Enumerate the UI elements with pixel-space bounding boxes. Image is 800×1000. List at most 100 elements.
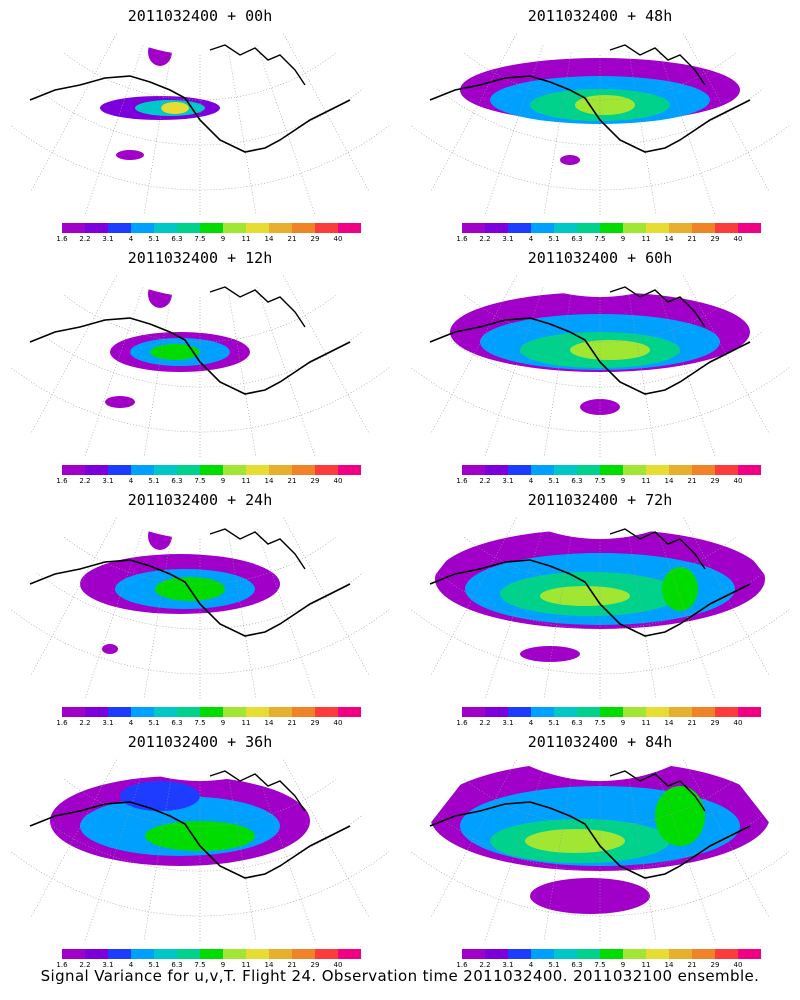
colorbar-tick-label: 21 — [287, 961, 297, 969]
colorbar-swatch — [623, 949, 646, 959]
colorbar-tick-label: 11 — [241, 961, 251, 969]
colorbar-tick-label: 1.6 — [456, 961, 468, 969]
colorbar-swatch — [646, 223, 669, 233]
colorbar — [462, 465, 761, 475]
meridian-line — [228, 52, 257, 215]
colorbar-swatch — [200, 949, 223, 959]
colorbar-swatch — [315, 949, 338, 959]
variance-map — [10, 33, 390, 215]
colorbar-swatch — [715, 707, 738, 717]
colorbar-tick-label: 2.2 — [479, 719, 491, 727]
colorbar-tick-label: 7.5 — [194, 961, 206, 969]
colorbar-swatch — [246, 465, 269, 475]
colorbar-swatch — [177, 949, 200, 959]
colorbar-swatch — [531, 223, 554, 233]
colorbar-tick-label: 7.5 — [194, 719, 206, 727]
panel-title: 2011032400 + 00h — [127, 7, 273, 25]
parallel-line — [10, 366, 390, 433]
coastline — [609, 770, 706, 812]
colorbar-tick-label: 21 — [287, 719, 297, 727]
colorbar-tick-label: 29 — [310, 961, 320, 969]
colorbar-swatch — [508, 949, 531, 959]
colorbar-swatch — [200, 707, 223, 717]
colorbar-swatch — [154, 223, 177, 233]
colorbar — [62, 465, 361, 475]
colorbar-swatch — [508, 465, 531, 475]
meridian-line — [256, 529, 316, 699]
colorbar-tick-label: 5.1 — [548, 961, 560, 969]
variance-contour-region — [560, 155, 580, 165]
colorbar-swatch — [462, 223, 485, 233]
coastline — [209, 286, 306, 328]
colorbar — [462, 949, 761, 959]
colorbar — [62, 949, 361, 959]
colorbar-tick-label: 4 — [128, 719, 134, 727]
colorbar-swatch — [269, 465, 292, 475]
variance-field — [105, 280, 250, 408]
colorbar-tick-label: 2.2 — [79, 477, 91, 485]
meridian-line — [30, 33, 117, 193]
colorbar-tick-label: 11 — [241, 477, 251, 485]
colorbar-swatch — [600, 223, 623, 233]
colorbar-tick-label: 5.1 — [148, 235, 160, 243]
colorbar-tick-label: 9 — [220, 235, 226, 243]
colorbar-swatch — [315, 223, 338, 233]
coastline — [429, 801, 751, 879]
variance-map — [410, 759, 790, 941]
colorbar-tick-label: 3.1 — [102, 477, 114, 485]
colorbar-swatch — [269, 949, 292, 959]
variance-contour-region — [148, 38, 172, 66]
colorbar-labels: 1.6 2.2 3.1 4 5.1 6.3 7.5 9 11 14 21 29 40 — [56, 477, 361, 487]
colorbar-tick-label: 40 — [333, 719, 343, 727]
colorbar-swatch — [131, 949, 154, 959]
colorbar-swatch — [577, 223, 600, 233]
colorbar-swatch — [577, 707, 600, 717]
colorbar-swatch — [223, 707, 246, 717]
map-panel-12h: 2011032400 + 12h 1.6 2.2 3.1 4 5.1 6.3 7.5 9 11 1… — [0, 242, 400, 485]
colorbar-swatch — [600, 465, 623, 475]
coastline — [209, 770, 306, 812]
colorbar-tick-label: 14 — [264, 477, 274, 485]
colorbar-labels: 1.6 2.2 3.1 4 5.1 6.3 7.5 9 11 14 21 29 40 — [56, 235, 361, 245]
meridian-line — [628, 52, 657, 215]
variance-contour-region — [530, 878, 650, 914]
colorbar-tick-label: 14 — [264, 235, 274, 243]
variance-map — [410, 275, 790, 457]
colorbar-swatch — [62, 707, 85, 717]
colorbar-swatch — [154, 949, 177, 959]
colorbar-swatch — [338, 223, 361, 233]
colorbar-swatch — [623, 707, 646, 717]
map-panel-72h: 2011032400 + 72h 1.6 2.2 3.1 4 5.1 6.3 7.5 9 11 1… — [400, 484, 800, 727]
colorbar-swatch — [338, 707, 361, 717]
colorbar-tick-label: 1.6 — [56, 235, 68, 243]
colorbar-swatch — [738, 465, 761, 475]
colorbar-tick-label: 11 — [641, 961, 651, 969]
colorbar-swatch — [485, 707, 508, 717]
panel-title: 2011032400 + 36h — [127, 733, 273, 751]
graticule — [10, 517, 390, 699]
colorbar-tick-label: 7.5 — [594, 719, 606, 727]
variance-contour-region — [655, 786, 705, 846]
variance-map — [410, 33, 790, 215]
colorbar-swatch — [577, 949, 600, 959]
map-panel-00h: 2011032400 + 00h 1.6 2.2 3.1 4 5.1 6.3 7.5 9 11 1… — [0, 0, 400, 243]
parallel-line — [410, 850, 790, 917]
meridian-line — [283, 517, 370, 677]
colorbar-swatch — [715, 949, 738, 959]
colorbar-labels: 1.6 2.2 3.1 4 5.1 6.3 7.5 9 11 14 21 29 40 — [56, 961, 361, 971]
map-panel-60h: 2011032400 + 60h 1.6 2.2 3.1 4 5.1 6.3 7.5 9 11 1… — [400, 242, 800, 485]
colorbar-tick-label: 5.1 — [148, 477, 160, 485]
variance-contour-region — [525, 829, 625, 853]
colorbar-swatch — [85, 465, 108, 475]
colorbar-tick-label: 14 — [264, 961, 274, 969]
colorbar-tick-label: 14 — [264, 719, 274, 727]
colorbar-swatch — [577, 465, 600, 475]
colorbar-tick-label: 1.6 — [56, 719, 68, 727]
meridian-line — [256, 287, 316, 457]
colorbar — [62, 707, 361, 717]
coastline — [609, 286, 706, 328]
variance-contour-region — [150, 344, 200, 360]
coastline — [429, 317, 751, 395]
colorbar-swatch — [177, 223, 200, 233]
colorbar-tick-label: 40 — [333, 477, 343, 485]
